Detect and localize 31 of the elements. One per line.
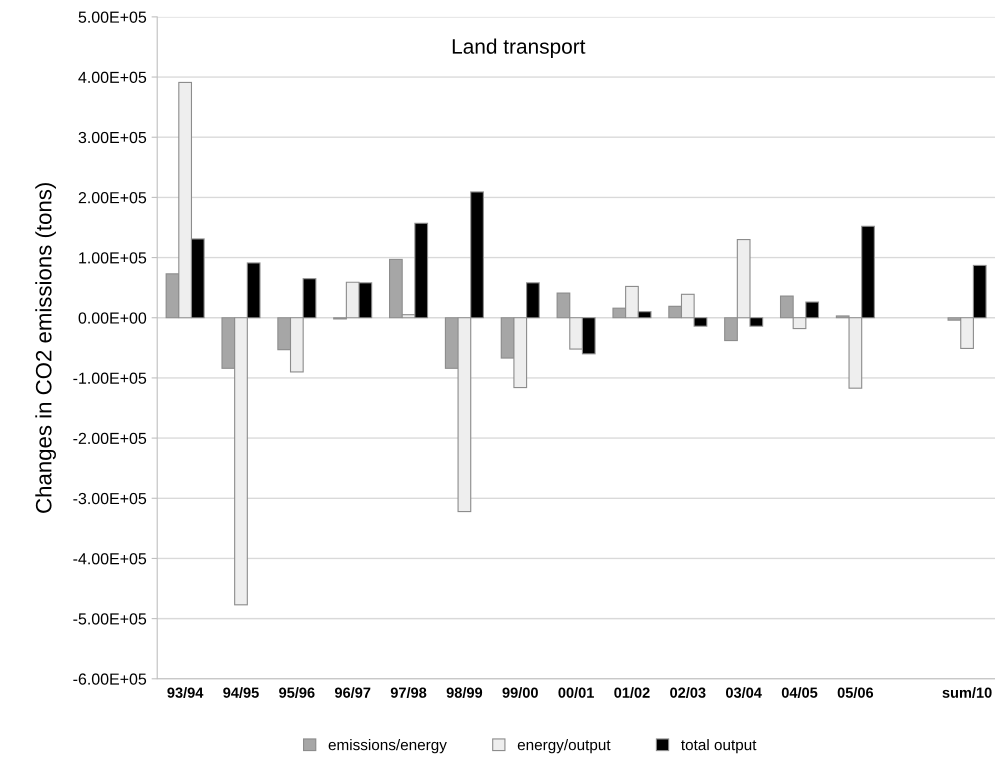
x-tick-label: 99/00 — [502, 687, 538, 698]
y-tick-label: 2.00E+05 — [78, 192, 146, 204]
x-tick-label: 93/94 — [167, 687, 204, 698]
x-tick-label: 04/05 — [782, 687, 818, 698]
y-tick-label: 0.00E+00 — [78, 312, 146, 324]
y-tick-label: -3.00E+05 — [73, 492, 146, 504]
legend-label: energy/output — [518, 739, 610, 754]
y-axis-title: Changes in CO2 emissions (tons) — [35, 183, 56, 513]
text: Land transport — [452, 38, 586, 58]
x-tick-label: 97/98 — [390, 687, 426, 698]
x-tick-label: 98/99 — [446, 687, 482, 698]
y-tick-label: -2.00E+05 — [73, 432, 146, 444]
x-tick-label: 94/95 — [223, 687, 259, 698]
y-tick-label: -6.00E+05 — [73, 673, 146, 685]
x-tick-label: 02/03 — [670, 687, 706, 698]
x-tick-label: sum/10 — [942, 687, 992, 698]
y-tick-label: 4.00E+05 — [78, 72, 146, 83]
y-tick-label: 3.00E+05 — [78, 132, 146, 144]
legend-label: total output — [681, 739, 756, 754]
y-tick-label: -5.00E+05 — [73, 613, 146, 625]
y-tick-label: 1.00E+05 — [79, 252, 146, 264]
x-tick-label: 00/01 — [558, 687, 594, 698]
x-tick-label: 05/06 — [838, 687, 874, 698]
legend-label: emissions/energy — [328, 739, 447, 754]
x-tick-label: 96/97 — [334, 687, 370, 698]
y-tick-label: -1.00E+05 — [73, 372, 146, 384]
x-tick-label: 03/04 — [726, 687, 762, 698]
y-tick-label: -4.00E+05 — [73, 553, 146, 564]
x-tick-label: 95/96 — [279, 687, 315, 698]
x-tick-label: 01/02 — [614, 687, 650, 698]
y-tick-label: 5.00E+05 — [78, 12, 146, 23]
